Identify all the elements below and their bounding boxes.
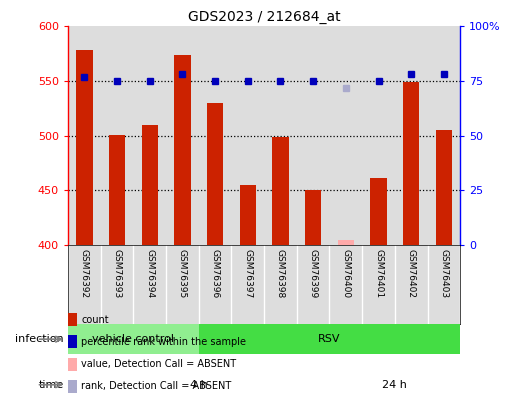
Bar <box>305 190 321 245</box>
Text: infection: infection <box>16 334 64 344</box>
Text: GSM76394: GSM76394 <box>145 249 154 298</box>
Bar <box>199 324 460 354</box>
Bar <box>142 125 158 245</box>
Bar <box>68 324 199 354</box>
Bar <box>76 50 93 245</box>
Text: 4 h: 4 h <box>190 380 208 390</box>
Bar <box>207 103 223 245</box>
Text: value, Detection Call = ABSENT: value, Detection Call = ABSENT <box>81 359 236 369</box>
Text: vehicle control: vehicle control <box>93 334 174 344</box>
Text: GSM76400: GSM76400 <box>342 249 350 298</box>
Text: GSM76397: GSM76397 <box>243 249 252 298</box>
Text: 24 h: 24 h <box>382 380 407 390</box>
Text: time: time <box>39 380 64 390</box>
Text: GSM76395: GSM76395 <box>178 249 187 298</box>
Text: GSM76402: GSM76402 <box>407 249 416 298</box>
Text: GSM76399: GSM76399 <box>309 249 317 298</box>
Text: GSM76393: GSM76393 <box>112 249 121 298</box>
Bar <box>109 134 125 245</box>
Text: GSM76392: GSM76392 <box>80 249 89 298</box>
Text: GSM76398: GSM76398 <box>276 249 285 298</box>
Bar <box>370 178 386 245</box>
Text: count: count <box>81 315 109 324</box>
Bar <box>403 82 419 245</box>
Title: GDS2023 / 212684_at: GDS2023 / 212684_at <box>188 10 340 24</box>
Bar <box>272 137 289 245</box>
Text: RSV: RSV <box>318 334 341 344</box>
Text: GSM76396: GSM76396 <box>211 249 220 298</box>
Bar <box>240 185 256 245</box>
Text: percentile rank within the sample: percentile rank within the sample <box>81 337 246 347</box>
Bar <box>338 240 354 245</box>
Text: rank, Detection Call = ABSENT: rank, Detection Call = ABSENT <box>81 382 231 391</box>
Bar <box>436 130 452 245</box>
Text: GSM76401: GSM76401 <box>374 249 383 298</box>
Text: GSM76403: GSM76403 <box>439 249 448 298</box>
Bar <box>174 55 190 245</box>
